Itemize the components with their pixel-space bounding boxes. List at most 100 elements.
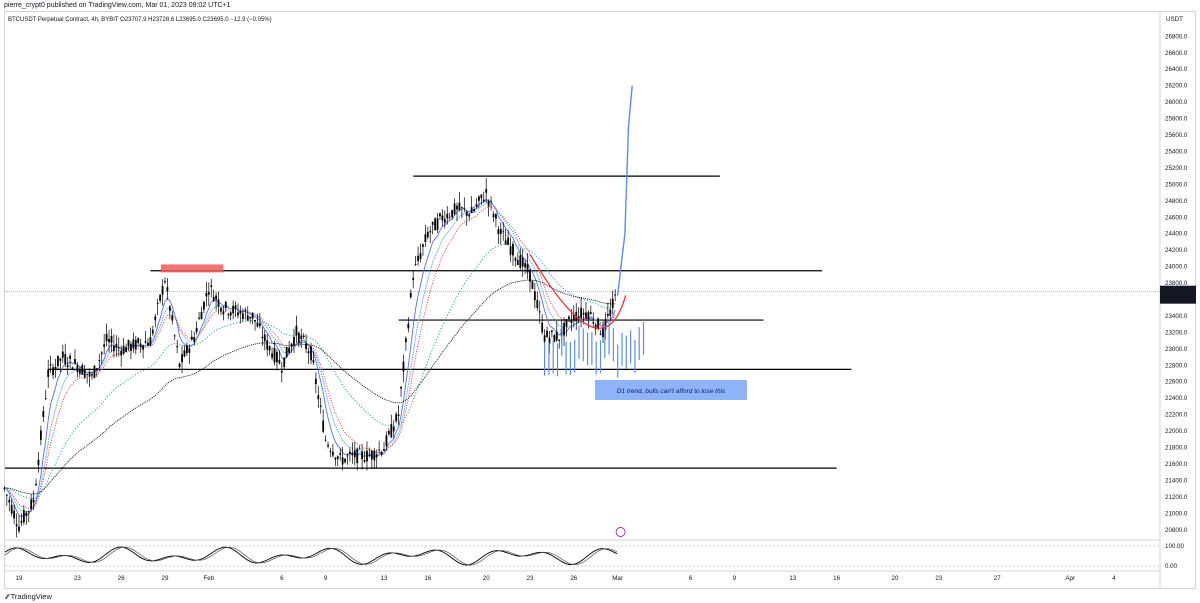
candle-body: [222, 311, 225, 315]
candle-body: [580, 307, 582, 319]
candle-body: [405, 338, 407, 343]
candle-body: [173, 335, 176, 337]
candle-body: [429, 231, 432, 233]
candle-body: [283, 357, 286, 368]
candle-body: [52, 367, 54, 376]
candle-body: [130, 343, 132, 351]
candle-body: [541, 322, 544, 333]
candle-body: [366, 450, 368, 462]
candle-body: [341, 457, 344, 465]
candle-body: [375, 454, 378, 458]
candle-body: [592, 322, 595, 324]
candle-body: [546, 330, 548, 338]
tradingview-logo[interactable]: ⁄⁄ TradingView: [6, 592, 52, 601]
candle-body: [570, 319, 573, 323]
candle-body: [487, 200, 490, 206]
candle-body: [312, 360, 315, 363]
x-tick-label: Feb: [203, 575, 214, 582]
candle-body: [558, 339, 561, 341]
candle-body: [166, 287, 169, 292]
publish-header: pierre_crypt0 published on TradingView.c…: [0, 0, 1200, 11]
candle-body: [368, 455, 371, 457]
x-tick-label: 6: [689, 575, 693, 582]
candle-body: [251, 312, 254, 319]
candle-body: [76, 365, 79, 372]
candle-body: [319, 405, 322, 407]
candle-body: [40, 430, 42, 440]
candle-body: [64, 354, 67, 364]
candle-body: [585, 312, 587, 318]
candle-body: [290, 343, 293, 348]
candle-body: [572, 314, 575, 320]
candle-body: [490, 200, 492, 202]
candle-body: [307, 351, 310, 354]
candle-body: [137, 338, 140, 344]
y-tick-label: 21600.0: [1165, 461, 1188, 468]
candle-body: [200, 312, 203, 320]
candle-body: [103, 344, 106, 347]
candle-body: [25, 512, 28, 516]
x-tick-label: 9: [324, 575, 328, 582]
candle-body: [439, 213, 441, 217]
candle-body: [305, 343, 308, 350]
candle-body: [188, 348, 191, 353]
candle-body: [475, 203, 478, 207]
candle-body: [363, 460, 366, 462]
candle-body: [234, 305, 237, 309]
countdown-label: 03:57:37: [1165, 296, 1190, 303]
candle-body: [246, 315, 249, 321]
ema-green: [4, 243, 616, 500]
flash-icon: [615, 527, 626, 537]
candle-body: [273, 347, 276, 363]
candle-body: [15, 524, 18, 527]
stoch-level-label: 100.00: [1165, 543, 1184, 550]
candle-body: [551, 330, 553, 333]
stoch-rsi-pane[interactable]: 100.00 0.00: [4, 527, 1184, 571]
candle-body: [492, 213, 495, 218]
candle-body: [241, 313, 244, 320]
ema-fast: [4, 198, 616, 518]
x-tick-label: 20: [892, 575, 899, 582]
candle-body: [139, 343, 142, 348]
candle-body: [353, 450, 356, 458]
candle-body: [47, 369, 50, 377]
support-resistance-levels: [5, 175, 852, 469]
x-tick-label: 23: [527, 575, 534, 582]
candle-body: [329, 451, 332, 452]
candle-body: [317, 395, 320, 400]
candle-body: [456, 205, 458, 210]
tradingview-logo-icon: ⁄⁄: [6, 592, 11, 601]
candle-body: [59, 358, 62, 361]
chart-legend: BTCUSDT Perpetual Contract, 4h, BYBIT O2…: [8, 17, 272, 23]
candle-body: [361, 451, 363, 460]
publish-text: pierre_crypt0 published on TradingView.c…: [4, 2, 231, 9]
candle-body: [422, 244, 424, 247]
candle-body: [392, 426, 395, 432]
candle-body: [436, 218, 439, 230]
candle-body: [390, 424, 393, 438]
x-tick-label: Apr: [1065, 575, 1075, 582]
candle-body: [565, 319, 568, 327]
candle-body: [176, 346, 179, 348]
ema-mid: [4, 202, 616, 513]
candle-body: [71, 367, 74, 370]
y-tick-label: 26200.0: [1165, 83, 1188, 90]
time-axis[interactable]: 19 23 26 29 Feb 6 9 13 16 20 23 26 Mar 6 9 13 16 20 23 27 Ap…: [4, 570, 1160, 582]
candle-body: [395, 413, 398, 422]
x-tick-label: 27: [994, 575, 1001, 582]
candle-body: [414, 263, 417, 265]
candle-body: [602, 327, 604, 338]
candle-body: [409, 292, 412, 298]
x-tick-label: Mar: [612, 575, 623, 582]
candle-body: [497, 229, 500, 234]
candle-body: [543, 335, 546, 342]
candle-body: [127, 339, 130, 347]
candle-body: [300, 335, 303, 340]
candle-body: [244, 309, 247, 312]
candle-body: [164, 281, 166, 283]
x-tick-label: 26: [570, 575, 577, 582]
price-axis[interactable]: 20800.0 21000.0 21200.0 21400.0 21600.0 21800…: [5, 11, 1196, 589]
candle-body: [599, 333, 602, 335]
resistance-zone: [161, 264, 224, 273]
